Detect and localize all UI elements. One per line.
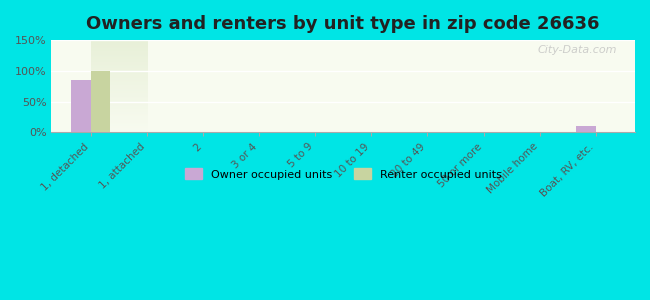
Legend: Owner occupied units, Renter occupied units: Owner occupied units, Renter occupied un… <box>181 164 506 184</box>
Text: City-Data.com: City-Data.com <box>538 45 617 55</box>
Bar <box>71 80 91 132</box>
Title: Owners and renters by unit type in zip code 26636: Owners and renters by unit type in zip c… <box>86 15 600 33</box>
Bar <box>91 71 111 132</box>
Bar <box>576 126 596 132</box>
